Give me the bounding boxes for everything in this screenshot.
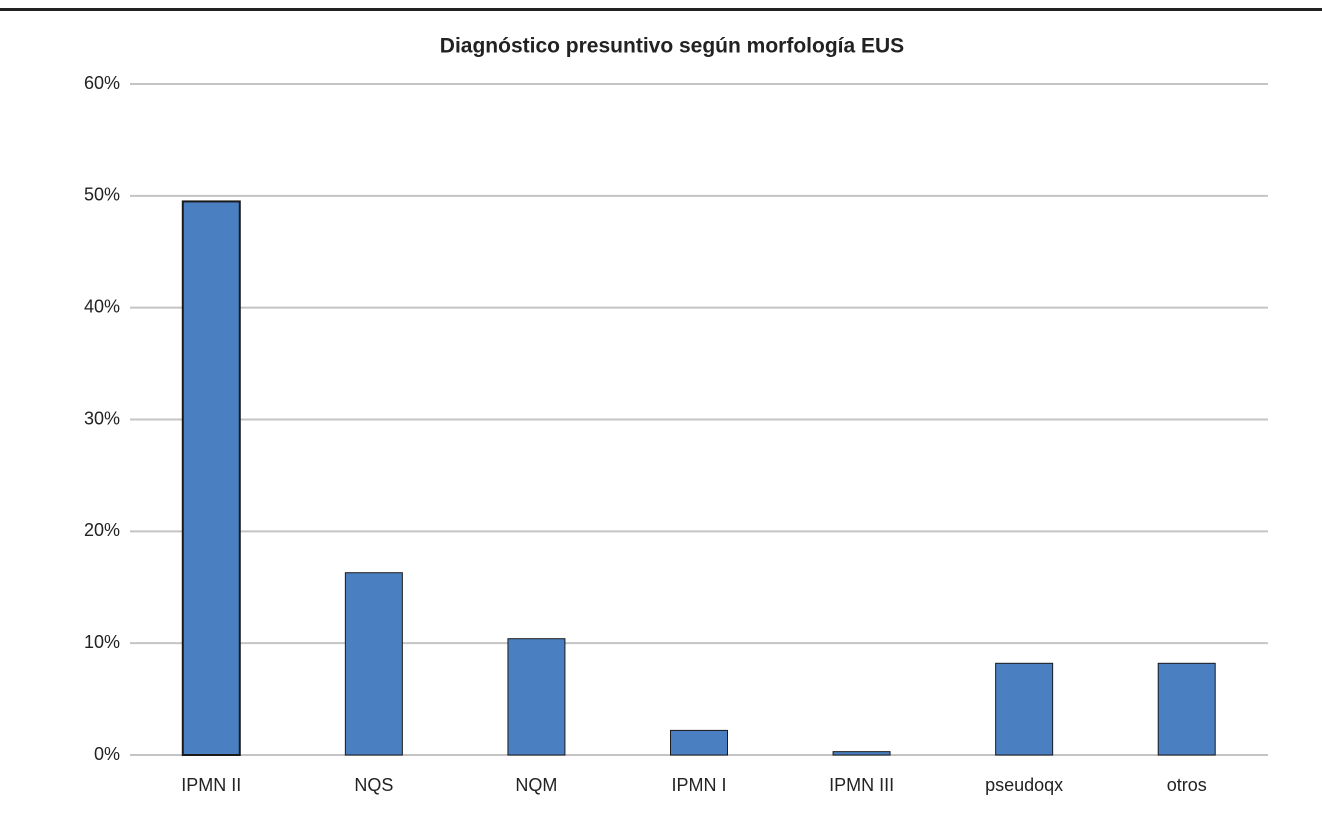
x-tick-label: IPMN I (671, 775, 726, 795)
top-rule (0, 8, 1322, 11)
y-tick-label: 30% (84, 408, 120, 428)
bar (670, 729, 728, 756)
y-tick-label: 0% (94, 744, 120, 764)
x-tick-label: IPMN III (829, 775, 894, 795)
bar (832, 751, 891, 756)
y-tick-label: 20% (84, 520, 120, 540)
bar (181, 200, 241, 757)
chart-title: Diagnóstico presuntivo según morfología … (440, 35, 904, 58)
x-tick-label: otros (1167, 775, 1207, 795)
bar (344, 572, 403, 756)
x-tick-label: NQS (354, 775, 393, 795)
x-tick-label: IPMN II (181, 775, 241, 795)
y-tick-label: 10% (84, 632, 120, 652)
y-tick-label: 50% (84, 185, 120, 205)
bar (507, 638, 566, 756)
x-tick-label: pseudoqx (985, 775, 1063, 795)
y-tick-label: 60% (84, 73, 120, 93)
y-tick-label: 40% (84, 296, 120, 316)
bar (1157, 662, 1216, 756)
x-tick-label: NQM (515, 775, 557, 795)
bar (995, 662, 1054, 756)
